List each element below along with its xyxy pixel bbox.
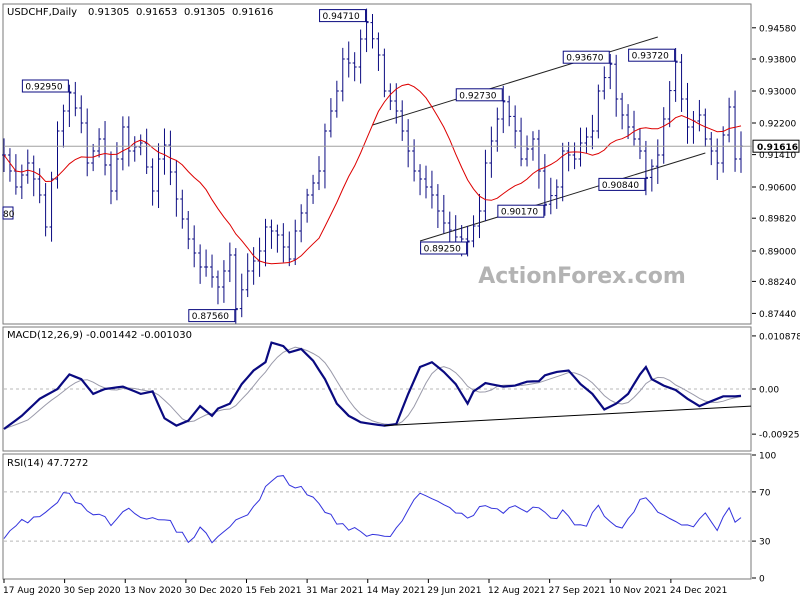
price-title: USDCHF,Daily <box>7 7 77 18</box>
swing-label-box <box>628 48 676 62</box>
swing-label-text: 0.93670 <box>566 54 603 64</box>
price-tick-label: 0.93000 <box>759 88 796 98</box>
price-axis: 0.94580 0.93800 0.93000 0.92200 0.91410 0.906… <box>752 24 796 320</box>
swing-label-box <box>420 241 468 255</box>
watermark: ActionForex.com <box>478 264 686 289</box>
date-tick-label: 30 Sep 2020 <box>64 586 121 596</box>
moving-average-path <box>3 83 742 265</box>
date-tick-label: 27 Sep 2021 <box>549 586 606 596</box>
swing-label-text: 0.90170 <box>501 208 538 218</box>
date-tick-label: 31 Mar 2021 <box>306 586 363 596</box>
date-axis: 17 Aug 2020 30 Sep 2020 13 Nov 2020 30 Dec … <box>3 579 727 596</box>
macd-line <box>3 341 742 430</box>
swing-label-box <box>598 177 646 191</box>
price-tick-label: 0.89000 <box>759 248 796 258</box>
rsi-title: RSI(14) 47.7272 <box>7 458 88 469</box>
rsi-pane: 100 70 30 0 <box>3 452 776 585</box>
date-tick-label: 29 Jun 2021 <box>427 586 481 596</box>
price-tick-label: 0.87440 <box>759 310 796 320</box>
macd-trendline <box>384 405 752 427</box>
ohlc-open: 0.91305 <box>88 7 129 18</box>
swing-label-text: 0.87560 <box>192 312 229 322</box>
price-tick-label: 0.91410 <box>759 151 796 161</box>
swing-label-text: 0.89250 <box>424 245 461 255</box>
rsi-pane-frame <box>2 453 752 580</box>
cut-label-box <box>2 206 14 220</box>
macd-pane: 0.010878 0.00 -0.00925 <box>3 332 800 441</box>
last-price-line: 0.91616 <box>4 139 800 153</box>
ohlc-high: 0.91653 <box>136 7 177 18</box>
swing-label-text: 0.90840 <box>602 181 639 191</box>
cut-label-text: 80 <box>3 210 15 220</box>
moving-average-line <box>3 83 742 265</box>
swing-label-text: 0.92730 <box>459 91 496 101</box>
date-tick-label: 30 Dec 2020 <box>185 586 243 596</box>
macd-title: MACD(12,26,9) -0.001442 -0.001030 <box>7 330 192 341</box>
price-tick-label: 0.94580 <box>759 24 796 34</box>
price-tick-label: 0.88240 <box>759 278 796 288</box>
price-tick-label: 0.90600 <box>759 184 796 194</box>
swing-labels: 0.92950 0.94710 0.87560 0.92730 0.89250 0.901… <box>2 9 678 323</box>
channel-upper-line <box>372 36 658 126</box>
price-tick-label: 0.89820 <box>759 215 796 225</box>
swing-label-box <box>21 79 69 93</box>
swing-label-text: 0.93720 <box>632 52 669 62</box>
last-price-box <box>752 139 800 153</box>
price-tick-label: 0.92200 <box>759 120 796 130</box>
rsi-tick-label: 100 <box>759 452 776 462</box>
macd-tick-label: 0.00 <box>759 386 779 396</box>
date-tick-label: 24 Dec 2021 <box>670 586 728 596</box>
rsi-line <box>3 475 742 544</box>
swing-label-box <box>455 88 503 102</box>
swing-label-box <box>188 309 236 323</box>
swing-label-box <box>497 204 545 218</box>
macd-tick-label: -0.00925 <box>759 431 799 441</box>
rsi-tick-label: 70 <box>759 488 771 498</box>
swing-label-text: 0.92950 <box>25 83 62 93</box>
date-tick-label: 17 Aug 2020 <box>3 586 61 596</box>
price-bars <box>2 8 743 324</box>
date-tick-label: 15 Feb 2021 <box>245 586 301 596</box>
swing-label-box <box>319 9 367 23</box>
price-tick-label: 0.93800 <box>759 56 796 66</box>
price-pane-frame <box>2 3 752 325</box>
ohlc-low: 0.91305 <box>184 7 225 18</box>
date-tick-label: 10 Nov 2021 <box>609 586 667 596</box>
date-tick-label: 12 Aug 2021 <box>488 586 546 596</box>
swing-label-text: 0.94710 <box>323 12 360 22</box>
ohlc-close: 0.91616 <box>232 7 273 18</box>
last-price-label: 0.91616 <box>757 143 798 153</box>
date-tick-label: 14 May 2021 <box>367 586 426 596</box>
rsi-tick-label: 30 <box>759 538 771 548</box>
swing-label-box <box>562 50 610 64</box>
date-tick-label: 13 Nov 2020 <box>124 586 182 596</box>
rsi-tick-label: 0 <box>759 575 765 585</box>
macd-tick-label: 0.010878 <box>759 332 800 342</box>
